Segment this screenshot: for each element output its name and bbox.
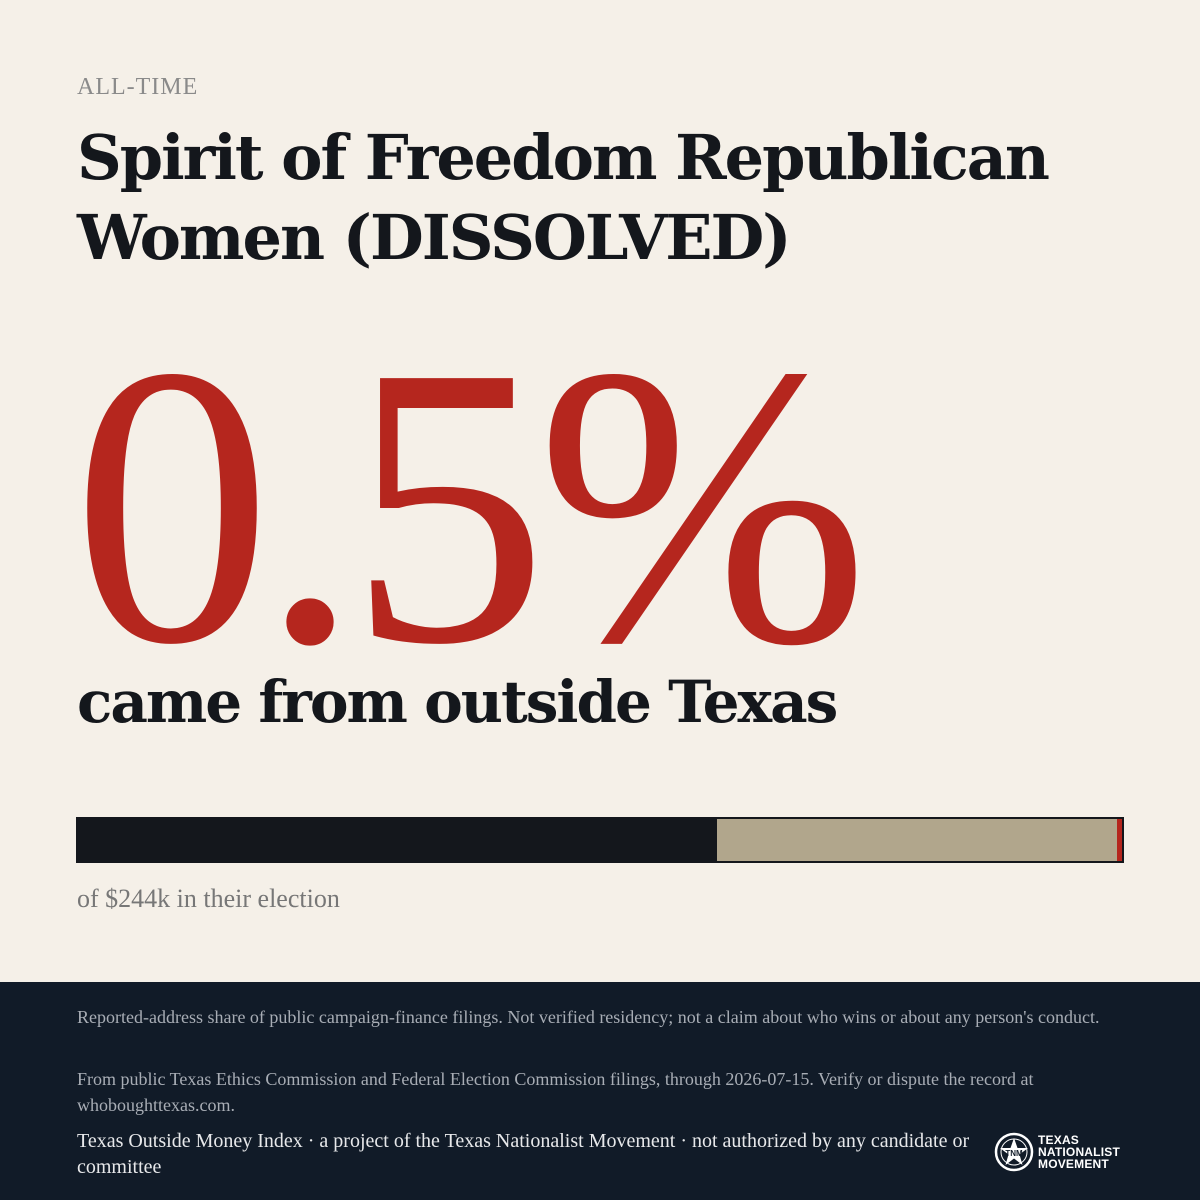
bar-caption: of $244k in their election bbox=[77, 884, 340, 913]
period-label: ALL-TIME bbox=[77, 74, 199, 100]
footer: Reported-address share of public campaig… bbox=[0, 982, 1200, 1200]
bar-segment-dark bbox=[78, 819, 717, 861]
tnm-logo: TNM TEXAS NATIONALIST MOVEMENT bbox=[994, 1132, 1120, 1172]
star-seal-icon: TNM bbox=[994, 1132, 1034, 1172]
stat-description: came from outside Texas bbox=[77, 668, 838, 736]
source-text: From public Texas Ethics Commission and … bbox=[77, 1069, 1034, 1115]
disclaimer-text: Reported-address share of public campaig… bbox=[77, 1007, 1100, 1027]
svg-text:TNM: TNM bbox=[1005, 1149, 1023, 1158]
funding-share-bar bbox=[76, 817, 1124, 863]
logo-wordmark: TEXAS NATIONALIST MOVEMENT bbox=[1038, 1133, 1120, 1171]
bar-segment-tan bbox=[717, 819, 1117, 861]
credit-text: Texas Outside Money Index · a project of… bbox=[77, 1130, 970, 1178]
bar-segment-outside-texas bbox=[1117, 819, 1122, 861]
outside-share-stat: 0.5% bbox=[72, 284, 869, 727]
page-title: Spirit of Freedom Republican Women (DISS… bbox=[77, 121, 1050, 274]
